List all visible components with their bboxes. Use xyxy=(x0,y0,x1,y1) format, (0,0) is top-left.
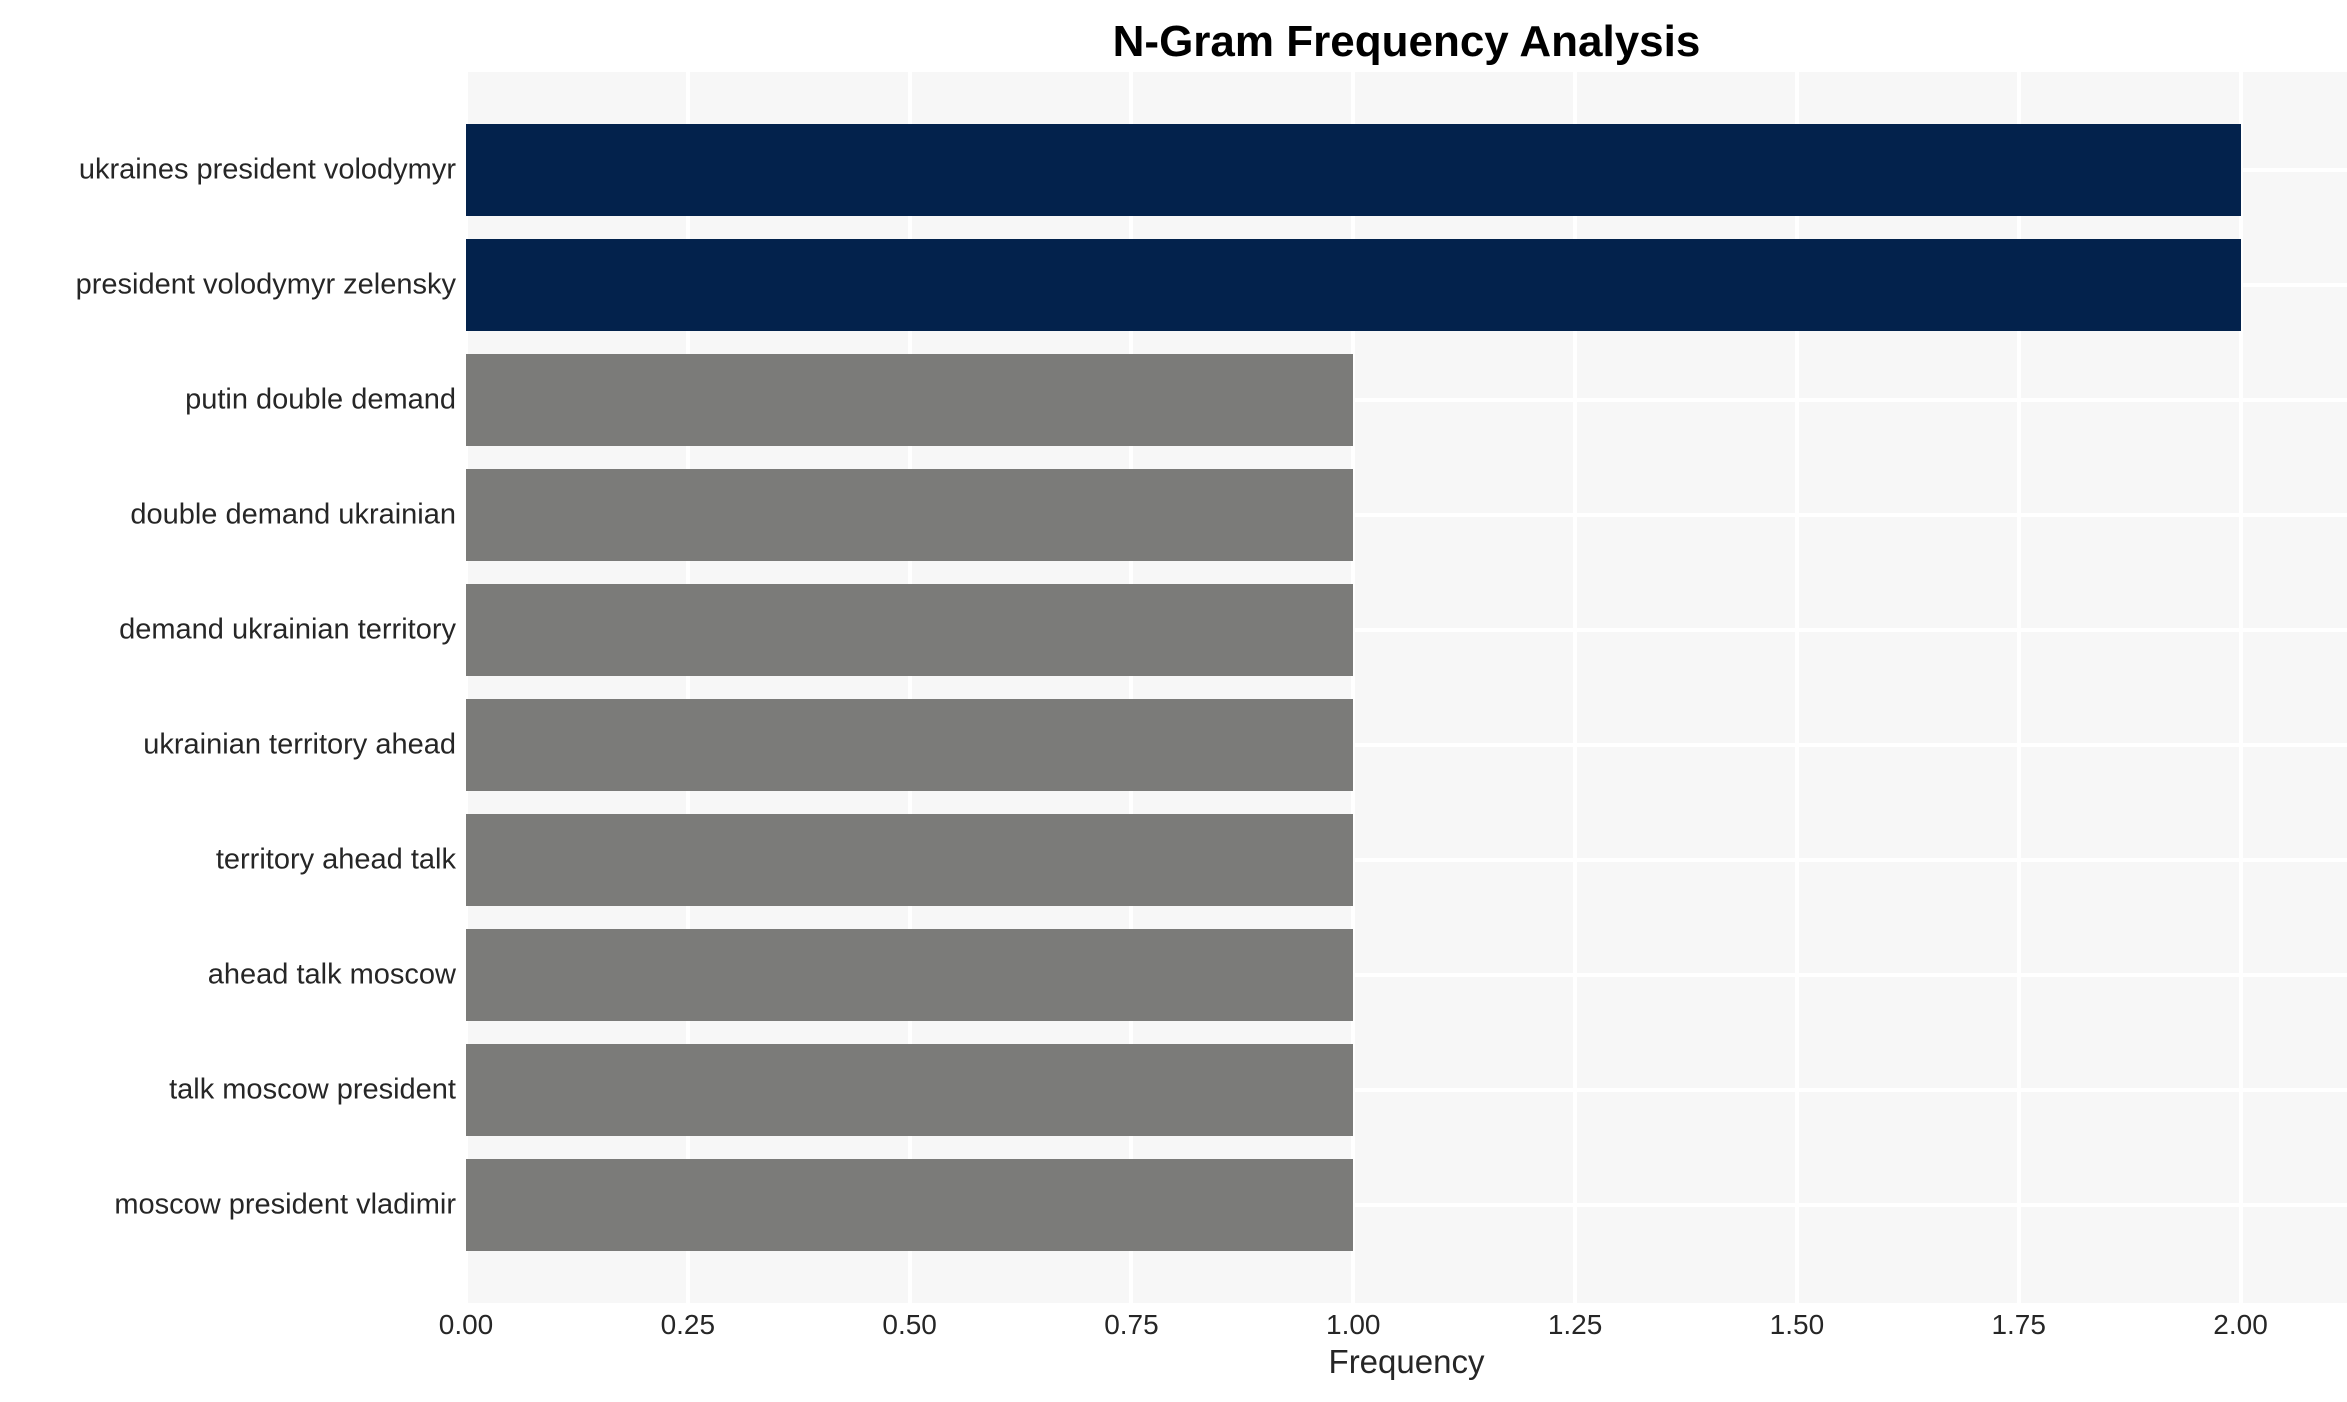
x-tick-label: 0.75 xyxy=(1104,1309,1159,1340)
v-gridline xyxy=(1794,72,1799,1303)
y-tick-label: ahead talk moscow xyxy=(207,958,456,991)
v-gridline xyxy=(2238,72,2243,1303)
x-tick-label: 0.50 xyxy=(882,1309,937,1340)
h-gridline xyxy=(466,858,2347,863)
bar-moscow-president-vladimir xyxy=(466,1159,1354,1252)
h-gridline xyxy=(466,512,2347,517)
x-tick-label: 0.00 xyxy=(438,1309,494,1340)
v-gridline xyxy=(1351,72,1356,1303)
h-gridline xyxy=(466,397,2347,402)
chart-title: N-Gram Frequency Analysis xyxy=(1112,17,1701,66)
x-tick-label: 2.00 xyxy=(2213,1309,2268,1340)
h-gridline xyxy=(466,627,2347,632)
v-gridline xyxy=(685,72,690,1303)
bar-putin-double-demand xyxy=(466,353,1354,446)
v-gridline xyxy=(2016,72,2021,1303)
bar-ahead-talk-moscow xyxy=(466,929,1354,1022)
y-tick-label: ukrainian territory ahead xyxy=(143,728,456,761)
bar-demand-ukrainian-territory xyxy=(466,583,1354,676)
bar-double-demand-ukrainian xyxy=(466,468,1354,561)
h-gridline xyxy=(466,743,2347,748)
y-tick-label: double demand ukrainian xyxy=(130,498,456,531)
bar-talk-moscow-president xyxy=(466,1044,1354,1137)
bar-ukrainian-territory-ahead xyxy=(466,699,1354,792)
v-gridline xyxy=(466,72,468,1303)
x-tick-label: 0.25 xyxy=(660,1309,716,1340)
x-tick-label: 1.50 xyxy=(1769,1309,1825,1340)
plot-area xyxy=(466,72,2347,1303)
v-gridline xyxy=(1573,72,1578,1303)
y-tick-label: talk moscow president xyxy=(169,1073,456,1106)
y-tick-label: president volodymyr zelensky xyxy=(75,268,456,301)
y-tick-label: putin double demand xyxy=(185,383,456,416)
y-tick-label: territory ahead talk xyxy=(215,843,456,876)
x-tick-label: 1.00 xyxy=(1326,1309,1381,1340)
y-tick-label: ukraines president volodymyr xyxy=(78,153,456,186)
x-tick-label: 1.75 xyxy=(1991,1309,2046,1340)
v-gridline xyxy=(907,72,912,1303)
v-gridline xyxy=(1129,72,1134,1303)
x-tick-label: 1.25 xyxy=(1547,1309,1603,1340)
bar-territory-ahead-talk xyxy=(466,814,1354,907)
y-tick-label: moscow president vladimir xyxy=(114,1188,456,1221)
h-gridline xyxy=(466,973,2347,978)
y-tick-label: demand ukrainian territory xyxy=(119,613,456,646)
bar-president-volodymyr-zelensky xyxy=(466,238,2241,331)
h-gridline xyxy=(466,1088,2347,1093)
h-gridline xyxy=(466,1203,2347,1208)
x-axis-label: Frequency xyxy=(1328,1343,1485,1380)
bar-ukraines-president-volodymyr xyxy=(466,123,2241,216)
